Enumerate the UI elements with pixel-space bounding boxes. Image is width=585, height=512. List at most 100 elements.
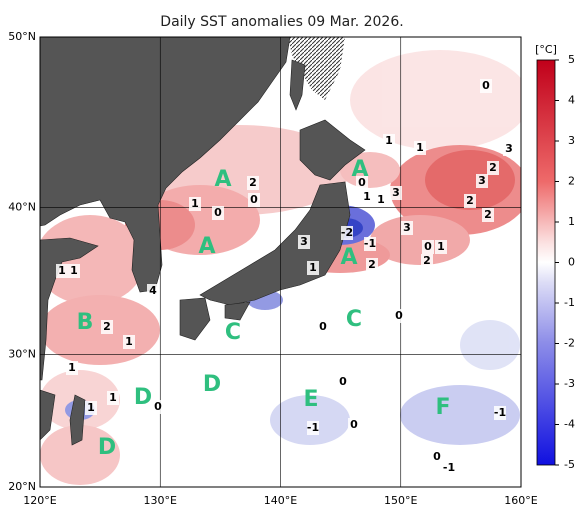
region-label: F: [435, 395, 450, 420]
contour-label: 1: [68, 361, 76, 374]
contour-label-bg: [356, 176, 368, 190]
colorbar-tick-label: -4: [564, 418, 575, 431]
contour-label-bg: [298, 235, 310, 249]
colorbar-tick-label: 4: [568, 94, 575, 107]
colorbar-tick-label: 0: [568, 256, 575, 269]
contour-label: 3: [403, 221, 411, 234]
contour-label-bg: [247, 176, 259, 190]
contour-label: 3: [300, 235, 308, 248]
contour-label: 1: [58, 264, 66, 277]
contour-label-bg: [348, 418, 360, 432]
colorbar-tick-label: -3: [564, 377, 575, 390]
contour-label-bg: [383, 134, 395, 148]
contour-label: 2: [466, 194, 474, 207]
contour-label-bg: [212, 206, 224, 220]
contour-label: 3: [478, 174, 486, 187]
contour-label: 0: [154, 400, 162, 413]
contour-label-bg: [431, 450, 443, 464]
contour-label: -1: [307, 421, 319, 434]
colorbar-tick-label: 5: [568, 53, 575, 66]
contour-label: 0: [339, 375, 347, 388]
contour-label: 1: [191, 197, 199, 210]
contour-label: 0: [250, 193, 258, 206]
contour-label: 1: [385, 134, 393, 147]
contour-label-bg: [317, 320, 329, 334]
contour-label-bg: [147, 284, 159, 298]
contour-label: 0: [433, 450, 441, 463]
colorbar-tick-label: 3: [568, 134, 575, 147]
region-label: A: [351, 157, 368, 182]
colorbar-unit: [°C]: [535, 43, 557, 56]
contour-label-bg: [393, 309, 405, 323]
contour-label-bg: [85, 401, 97, 415]
contour-label: 1: [309, 261, 317, 274]
contour-label-bg: [487, 161, 499, 175]
lat-tick-label: 30°N: [8, 347, 36, 360]
title: Daily SST anomalies 09 Mar. 2026.: [160, 14, 403, 30]
contour-label: 1: [437, 240, 445, 253]
contour-label: 2: [103, 320, 111, 333]
region-label: A: [340, 245, 357, 270]
colorbar: [536, 59, 556, 466]
contour-label-bg: [401, 221, 413, 235]
contour-label: 4: [149, 284, 157, 297]
contour-label: 3: [392, 186, 400, 199]
lon-tick-label: 150°E: [384, 494, 417, 507]
region-label: A: [214, 167, 231, 192]
contour-label-bg: [503, 142, 515, 156]
contour-label-bg: [464, 194, 476, 208]
contour-label-bg: [482, 208, 494, 222]
lat-tick-label: 40°N: [8, 200, 36, 213]
contour-label-bg: [494, 406, 506, 420]
contour-label-bg: [421, 254, 433, 268]
contour-label: 0: [482, 79, 490, 92]
contour-label: 1: [416, 141, 424, 154]
contour-label-bg: [422, 240, 434, 254]
region-label: A: [198, 234, 215, 259]
region-label: C: [346, 307, 362, 332]
lat-tick-label: 50°N: [8, 30, 36, 43]
map-field: [40, 37, 521, 487]
contour-label-bg: [66, 361, 78, 375]
contour-label: 2: [484, 208, 492, 221]
region-label: C: [225, 320, 241, 345]
contour-label: -1: [364, 237, 376, 250]
colorbar-tick-label: -1: [564, 296, 575, 309]
region-label: E: [303, 387, 318, 412]
colorbar-tick-label: 1: [568, 215, 575, 228]
contour-label: -1: [443, 461, 455, 474]
contour-label-bg: [107, 391, 119, 405]
contour-label-bg: [364, 237, 376, 251]
colorbar-tick-label: 2: [568, 175, 575, 188]
contour-label-bg: [414, 141, 426, 155]
contour-label-bg: [366, 258, 378, 272]
contour-label-bg: [443, 461, 455, 475]
contour-label-bg: [390, 186, 402, 200]
contour-label-bg: [307, 421, 319, 435]
contour-label: 2: [489, 161, 497, 174]
contour-label-bg: [56, 264, 68, 278]
contour-label: 0: [214, 206, 222, 219]
contour-label: 0: [424, 240, 432, 253]
region-label: D: [98, 435, 116, 460]
contour-label: 3: [505, 142, 513, 155]
region-label: D: [203, 372, 221, 397]
contour-label-bg: [189, 197, 201, 211]
contour-label: 0: [350, 418, 358, 431]
contour-label: 1: [125, 335, 133, 348]
contour-label-bg: [152, 400, 164, 414]
contour-label-bg: [476, 174, 488, 188]
contour-label-bg: [101, 320, 113, 334]
contour-label: 1: [109, 391, 117, 404]
contour-label-bg: [248, 193, 260, 207]
contour-label: 1: [87, 401, 95, 414]
contour-label: 1: [363, 190, 371, 203]
contour-label: 0: [358, 176, 366, 189]
contour-label-bg: [341, 226, 353, 240]
region-label: D: [134, 385, 152, 410]
contour-label-bg: [68, 264, 80, 278]
lon-tick-label: 140°E: [264, 494, 297, 507]
colorbar-tick-label: -2: [564, 337, 575, 350]
contour-label-bg: [375, 193, 387, 207]
